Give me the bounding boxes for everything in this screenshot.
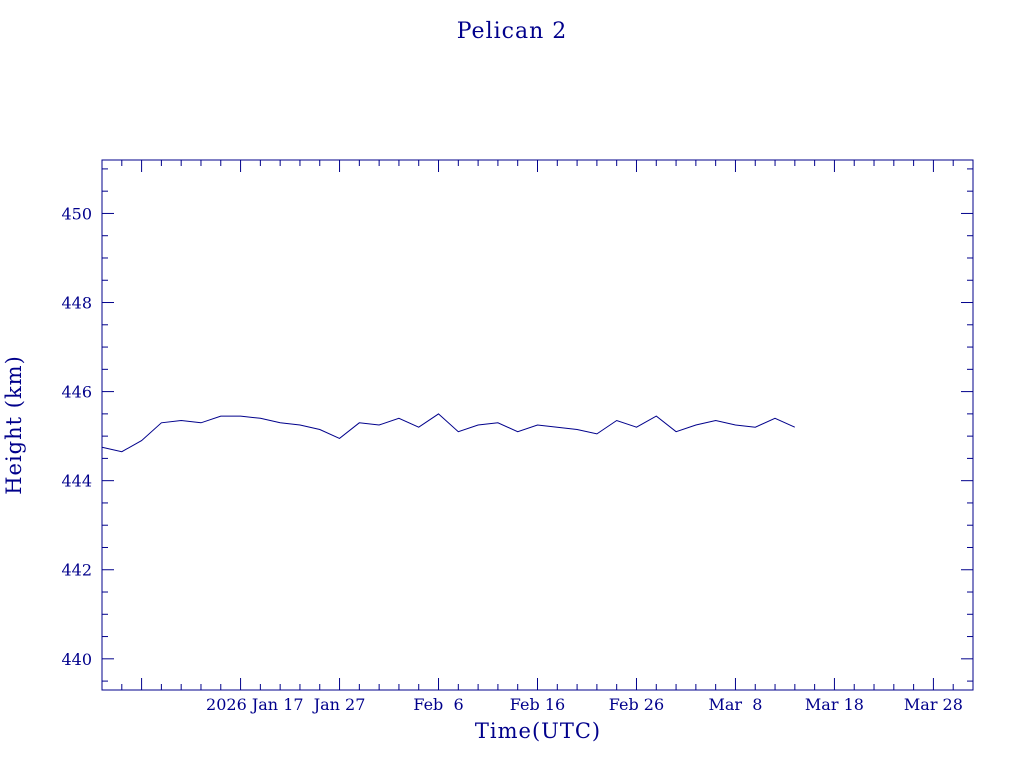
x-tick-label: Feb 26 [609, 695, 664, 714]
x-tick-label: Mar 28 [904, 695, 963, 714]
height-series-line [101, 413, 796, 453]
x-tick-labels: 2026 Jan 17 Jan 27 Feb 6 Feb 16 Feb 26 Mar 8 M… [206, 695, 963, 714]
axis-ticks [102, 160, 973, 690]
y-tick-label: 442 [61, 561, 92, 580]
x-tick-label: Jan 27 [312, 695, 366, 714]
x-axis-title: Time(UTC) [475, 719, 601, 743]
y-tick-label: 446 [61, 383, 92, 402]
x-tick-label: Mar 18 [805, 695, 864, 714]
y-tick-labels: 440 442 444 446 448 450 [61, 204, 92, 668]
x-tick-label: 2026 Jan 17 [206, 695, 304, 714]
chart-title: Pelican 2 [457, 19, 568, 44]
x-tick-label: Feb 16 [510, 695, 565, 714]
y-tick-label: 450 [61, 204, 92, 223]
y-tick-label: 440 [61, 650, 92, 669]
y-axis-title: Height (km) [2, 355, 26, 495]
x-tick-label: Feb 6 [413, 695, 463, 714]
y-tick-label: 444 [61, 472, 92, 491]
x-tick-label: Mar 8 [708, 695, 762, 714]
y-tick-label: 448 [61, 294, 92, 313]
